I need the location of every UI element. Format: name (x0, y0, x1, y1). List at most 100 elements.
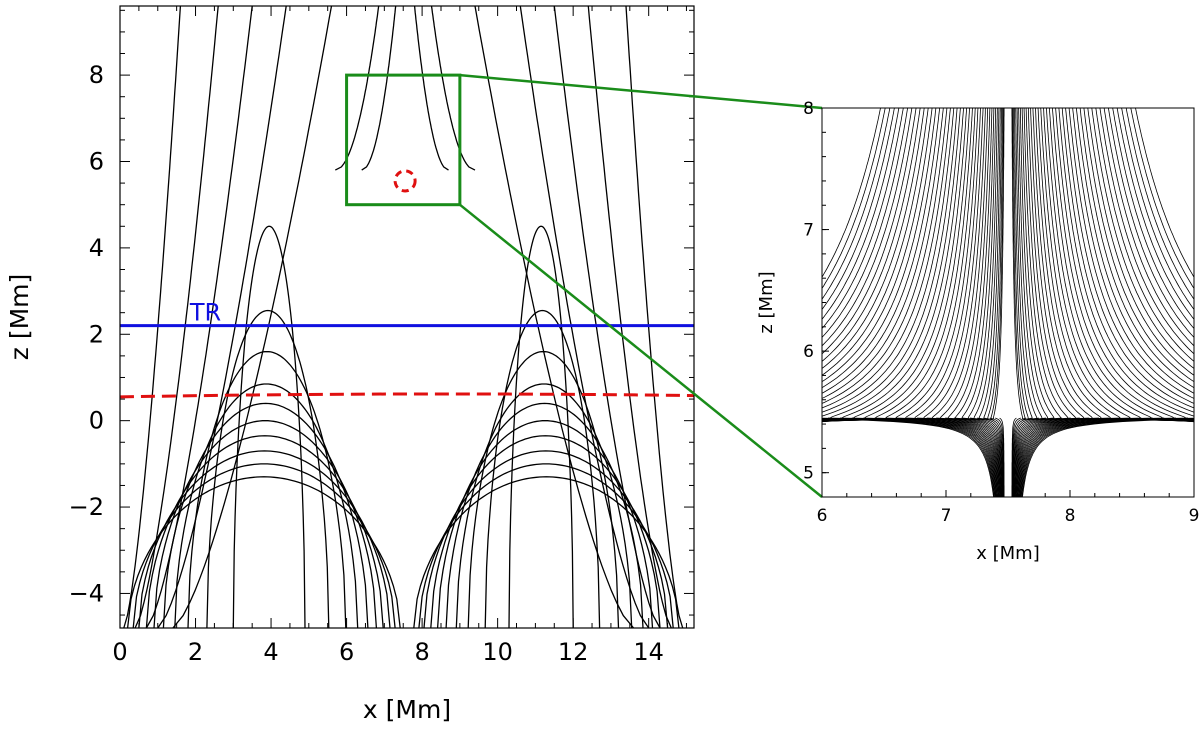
inset-upper-field-line-left (822, 108, 991, 421)
inset-lower-field-line-right (1022, 418, 1194, 497)
inset-lower-field-line-left (822, 417, 997, 497)
open-field-line-left-1 (134, 5, 219, 629)
inset-upper-field-line-right (1130, 108, 1194, 290)
x-tick-label: 4 (263, 638, 278, 666)
inset-upper-field-line-right (1135, 108, 1194, 278)
open-field-line-left-3 (157, 5, 287, 629)
inset-lower-field-line-right (1020, 418, 1194, 497)
inset-upper-field-line-right (1095, 108, 1194, 362)
inset-upper-field-line-right (1065, 108, 1194, 409)
main-axis-ticks: 0 2 4 6 8 10 12 14 −4 −2 0 2 4 6 8 (69, 6, 694, 666)
inset-upper-field-line-right (1068, 108, 1194, 404)
field-line-arch-18 (232, 225, 306, 629)
y-tick-label: 6 (89, 148, 104, 176)
inset-upper-field-line-right (1021, 108, 1194, 421)
inset-upper-field-line-left (822, 108, 933, 383)
zoom-connectors (459, 73, 823, 498)
inset-lower-field-line-left (885, 417, 1000, 497)
connector-bottom (459, 203, 823, 498)
inset-upper-field-line-left (822, 108, 1001, 420)
inset-upper-field-line-left (822, 108, 917, 355)
inset-upper-field-line-left (822, 108, 895, 311)
y-tick-label: −4 (69, 579, 104, 607)
inset-lower-field-line-left (896, 417, 1001, 497)
inset-upper-field-line-right (1055, 108, 1194, 422)
open-field-line-right-3 (519, 5, 650, 629)
inset-upper-field-line-left (822, 108, 1004, 420)
inset-upper-field-line-left (822, 108, 995, 421)
field-line-arch-19 (508, 225, 574, 629)
inset-lower-field-line-right (1016, 417, 1142, 497)
field-line-arch-0 (126, 476, 401, 629)
open-field-line-right-1 (587, 5, 672, 629)
inset-upper-field-line-right (1037, 108, 1194, 422)
inset-lower-field-line-left (874, 417, 1000, 497)
inset-x-tick-label: 9 (1189, 506, 1200, 526)
inset-upper-field-line-left (822, 108, 1000, 421)
zoom-box (345, 73, 462, 207)
inset-upper-field-line-left (822, 108, 993, 421)
x-tick-label: 0 (112, 638, 127, 666)
inset-upper-field-line-right (1012, 108, 1194, 420)
main-chart: 0 2 4 6 8 10 12 14 −4 −2 0 2 4 6 8 x [Mm] z [Mm] TR (5, 5, 695, 724)
inset-upper-field-line-right (1015, 108, 1194, 420)
inset-upper-field-line-left (822, 108, 955, 413)
inset-upper-field-line-right (1018, 108, 1194, 421)
inset-lower-field-line-left (839, 417, 998, 497)
inset-upper-field-line-right (1075, 108, 1194, 394)
inset-lower-field-line-left (916, 417, 1001, 497)
inset-upper-field-line-left (822, 108, 961, 422)
upper-field-line-left-0 (334, 5, 380, 171)
inset-x-tick-label: 7 (941, 506, 952, 526)
x-tick-label: 6 (339, 638, 354, 666)
inset-lower-field-line-left (863, 417, 999, 497)
inset-x-tick-label: 8 (1065, 506, 1076, 526)
inset-y-tick-label: 8 (803, 99, 814, 119)
inset-lower-field-line-left (822, 418, 996, 497)
inset-lower-field-line-left (822, 418, 994, 497)
inset-lower-field-line-right (1015, 417, 1110, 497)
x-tick-label: 12 (558, 638, 589, 666)
inset-upper-field-line-left (822, 108, 997, 421)
inset-upper-field-line-right (1019, 108, 1194, 421)
inset-upper-field-line-left (822, 108, 970, 423)
inset-lower-field-line-right (1015, 417, 1100, 497)
inset-upper-field-line-right (1072, 108, 1194, 399)
inset-upper-field-line-left (822, 108, 1003, 420)
field-line-arch-6 (145, 435, 384, 629)
inset-upper-field-line-left (822, 108, 921, 362)
inset-upper-field-line-right (1125, 108, 1194, 300)
inset-upper-field-line-right (1058, 108, 1194, 417)
inset-chart: 6 7 8 9 5 6 7 8 x [Mm] z [Mm] (756, 99, 1200, 564)
open-field-line-left-2 (145, 5, 253, 629)
y-tick-label: 0 (89, 407, 104, 435)
inset-lower-field-line-right (1019, 417, 1194, 497)
inset-lower-field-line-right (1018, 417, 1189, 497)
inset-upper-field-line-left (822, 108, 900, 320)
main-overlays (119, 73, 695, 399)
inset-y-tick-label: 7 (803, 221, 814, 241)
inset-upper-field-line-left (822, 108, 1005, 420)
y-tick-label: 8 (89, 61, 104, 89)
field-line-arch-10 (162, 402, 369, 629)
x-tick-label: 2 (188, 638, 203, 666)
inset-upper-field-line-left (822, 108, 964, 423)
inset-lower-field-line-right (1017, 417, 1165, 497)
inset-upper-field-line-left (822, 108, 986, 422)
inset-upper-field-line-right (1013, 108, 1194, 420)
inset-upper-field-line-right (1023, 108, 1194, 421)
field-line-arch-13 (455, 383, 633, 629)
open-field-line-right-4 (474, 5, 635, 629)
inset-lower-field-line-right (1014, 417, 1090, 497)
upper-field-line-left-1 (361, 5, 397, 171)
inset-lower-field-line-left (822, 417, 997, 497)
inset-lower-field-line-left (851, 417, 999, 497)
open-field-line-right-0 (625, 5, 684, 629)
inset-upper-field-line-right (1040, 108, 1194, 422)
inset-upper-field-line-right (1043, 108, 1194, 422)
inset-upper-field-line-right (1049, 108, 1194, 423)
inset-upper-field-line-right (1108, 108, 1194, 339)
inset-upper-field-line-right (1014, 108, 1194, 420)
inset-upper-field-line-right (1032, 108, 1194, 422)
